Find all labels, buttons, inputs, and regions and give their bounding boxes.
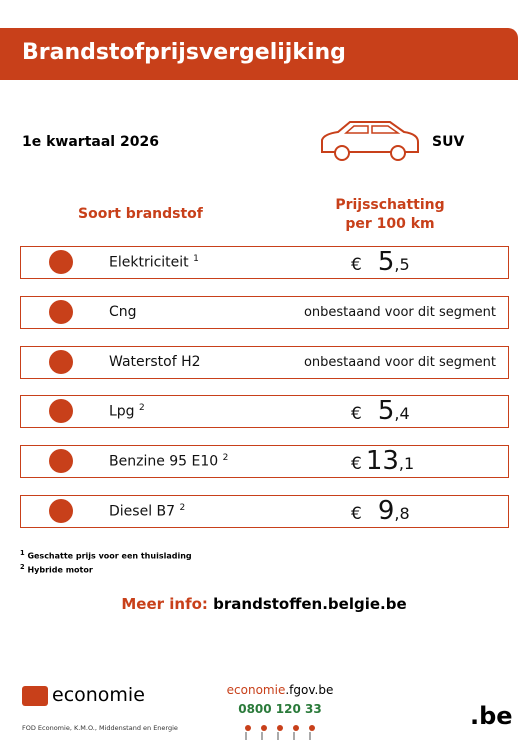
price: €9,8: [351, 496, 410, 527]
fuel-row: Benzine 95 E10 2 €13,1: [20, 445, 509, 479]
fuel-row: Lpg 2 €5,4: [20, 395, 509, 429]
fuel-row: Cng onbestaand voor dit segment: [20, 295, 509, 329]
title: Brandstofprijsvergelijking: [22, 40, 346, 65]
currency: €: [351, 255, 362, 275]
price-decimal: ,8: [394, 504, 410, 523]
price-note: onbestaand voor dit segment: [303, 304, 496, 320]
fuel-row: Diesel B7 2 €9,8: [20, 495, 509, 528]
price-text: onbestaand voor dit segment: [304, 355, 496, 370]
more-info: Meer info: brandstoffen.belgie.be: [0, 595, 528, 613]
fuel-row: Elektriciteit 1 €5,5: [20, 246, 509, 279]
currency: €: [351, 454, 362, 475]
logo-mark: [22, 686, 48, 706]
org-name: FOD Economie, K.M.O., Middenstand en Ene…: [22, 724, 178, 732]
header-bar: [0, 28, 518, 80]
fuel-row: Waterstof H2 onbestaand voor dit segment: [20, 345, 509, 379]
site-suffix: .fgov.be: [285, 683, 334, 697]
fuel-icon: [49, 299, 73, 324]
price: €5,4: [351, 396, 410, 427]
column-header: Prijsschatting per 100 km: [335, 197, 445, 232]
footnote-ref: 2: [139, 403, 145, 414]
fuel-label: Waterstof H2: [109, 354, 201, 370]
more-info-label: Meer info:: [121, 595, 208, 613]
be-logo: .be: [470, 702, 513, 730]
fuel-name: Waterstof H2: [109, 353, 201, 370]
fuel-name: Diesel B7: [109, 503, 176, 520]
footnote-ref: 2: [222, 453, 229, 464]
footnote-ref: 2: [179, 503, 186, 513]
segment: SUV: [432, 134, 465, 150]
footnote-mark: 2: [20, 562, 25, 571]
site-prefix: economie: [226, 683, 286, 697]
footnotes: 1 Geschatte prijs voor een thuislading 2…: [20, 548, 192, 575]
price-decimal: ,4: [394, 404, 410, 424]
logo-text: economie: [52, 684, 145, 706]
price-text: onbestaand voor dit segment: [304, 305, 496, 320]
price: €13,1: [351, 446, 414, 477]
fuel-name: Elektriciteit: [109, 254, 189, 271]
fuel-label: Elektriciteit 1: [109, 254, 199, 271]
fuel-label: Lpg 2: [109, 403, 145, 420]
price-decimal: ,1: [398, 454, 415, 474]
currency: €: [351, 404, 362, 425]
price-integer: 9: [377, 496, 395, 526]
fuel-icon: [49, 499, 73, 523]
footnote-ref: 1: [193, 254, 199, 264]
price-integer: 13: [365, 446, 399, 477]
price: €5,5: [351, 247, 410, 278]
fuel-icon: [49, 399, 73, 424]
fuel-label: Cng: [109, 304, 137, 320]
fuel-icon: [49, 449, 73, 474]
car-icon: [321, 121, 419, 161]
footnote: 1 Geschatte prijs voor een thuislading: [20, 548, 192, 562]
price-integer: 5: [377, 247, 395, 277]
column-header: Soort brandstof: [78, 206, 203, 222]
footnote: 2 Hybride motor: [20, 562, 192, 576]
fuel-name: Lpg: [109, 404, 135, 421]
price-decimal: ,5: [394, 255, 410, 274]
site[interactable]: economie.fgov.be: [200, 683, 360, 697]
period: 1e kwartaal 2026: [22, 134, 159, 150]
price-integer: 5: [377, 396, 395, 427]
fuel-name: Cng: [109, 303, 137, 320]
fuel-name: Benzine 95 E10: [109, 453, 219, 470]
social-icons: [245, 725, 315, 740]
footnote-mark: 1: [20, 549, 25, 557]
footnote-text: Hybride motor: [27, 565, 93, 575]
currency: €: [351, 504, 362, 524]
fuel-icon: [49, 349, 73, 374]
footnote-text: Geschatte prijs voor een thuislading: [27, 551, 192, 561]
fuel-label: Benzine 95 E10 2: [109, 453, 228, 470]
fuel-label: Diesel B7 2: [109, 503, 185, 520]
fuel-icon: [49, 250, 73, 274]
price-note: onbestaand voor dit segment: [303, 354, 496, 370]
phone: 0800 120 33: [238, 702, 322, 716]
more-info-link[interactable]: brandstoffen.belgie.be: [213, 595, 407, 613]
